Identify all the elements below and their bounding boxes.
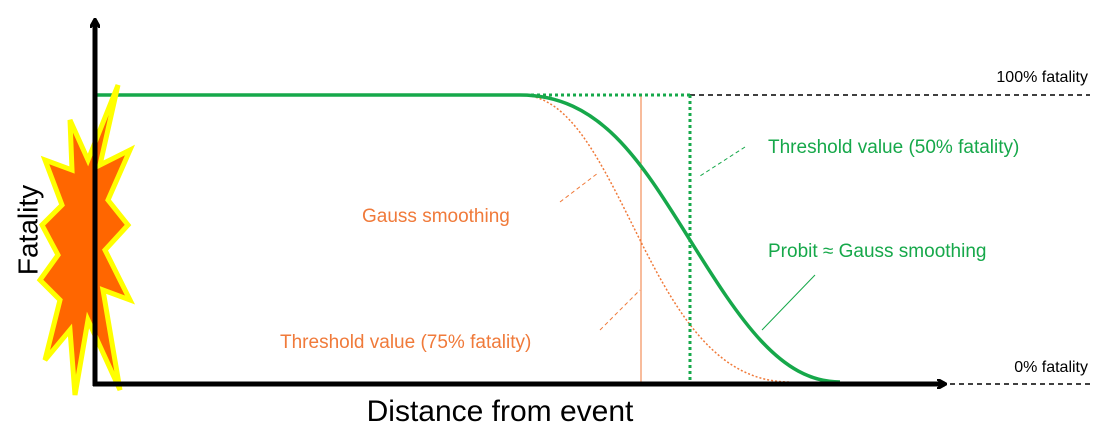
gauss-curve [520,95,790,382]
explosion-icon [40,85,130,395]
annotation: Threshold value (75% fatality) [280,332,531,353]
level-label: 100% fatality [996,69,1088,86]
annotation: Threshold value (50% fatality) [768,137,1019,158]
y-axis-label: Fatality [12,185,43,275]
page: {"axes": {"y_label": "Fatality", "x_labe… [0,0,1097,433]
leader [762,275,815,330]
diagram: Fatality Distance from event 100% fatali… [0,0,1097,433]
leader [700,147,745,176]
level-label: 0% fatality [1014,359,1088,376]
x-axis-label: Distance from event [367,395,634,428]
leader [600,290,640,330]
annotation: Gauss smoothing [362,206,510,227]
annotation: Probit ≈ Gauss smoothing [768,241,986,262]
leader [560,173,598,202]
